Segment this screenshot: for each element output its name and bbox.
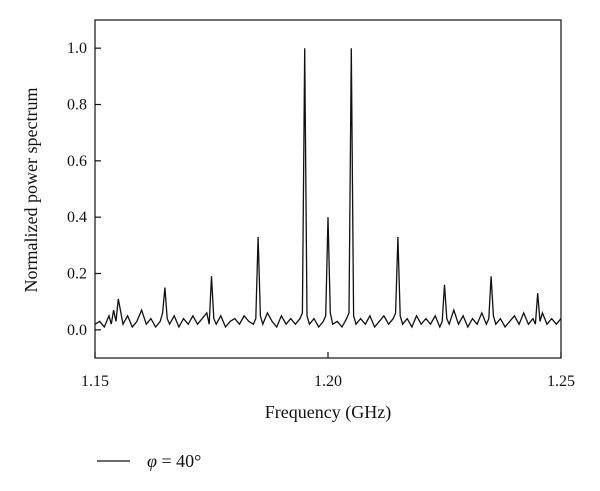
y-tick-label: 0.8: [67, 97, 87, 114]
plot-area-frame: [94, 19, 562, 359]
series-line-phi-40: [94, 48, 562, 329]
legend-label: φ = 40°: [147, 451, 201, 471]
y-tick-label: 0.2: [67, 266, 87, 283]
y-tick-label: 1.0: [67, 40, 87, 57]
axis-ticks: [94, 47, 562, 358]
y-axis-label: Normalized power spectrum: [21, 88, 41, 293]
x-tick-label: 1.15: [81, 373, 109, 390]
legend-symbol: φ: [147, 451, 157, 471]
legend: φ = 40°: [97, 451, 201, 471]
x-tick-label: 1.20: [314, 373, 342, 390]
y-tick-label: 0.0: [67, 322, 87, 339]
tick-labels: 0.0 0.2 0.4 0.6 0.8 1.0 1.15 1.20 1.25: [67, 40, 575, 390]
y-tick-label: 0.6: [67, 153, 87, 170]
x-tick-label: 1.25: [547, 373, 575, 390]
x-axis-label: Frequency (GHz): [265, 402, 391, 423]
series-layer: [94, 48, 562, 329]
y-tick-label: 0.4: [67, 209, 87, 226]
plot-frame: [94, 19, 562, 359]
legend-value: = 40°: [157, 451, 201, 471]
